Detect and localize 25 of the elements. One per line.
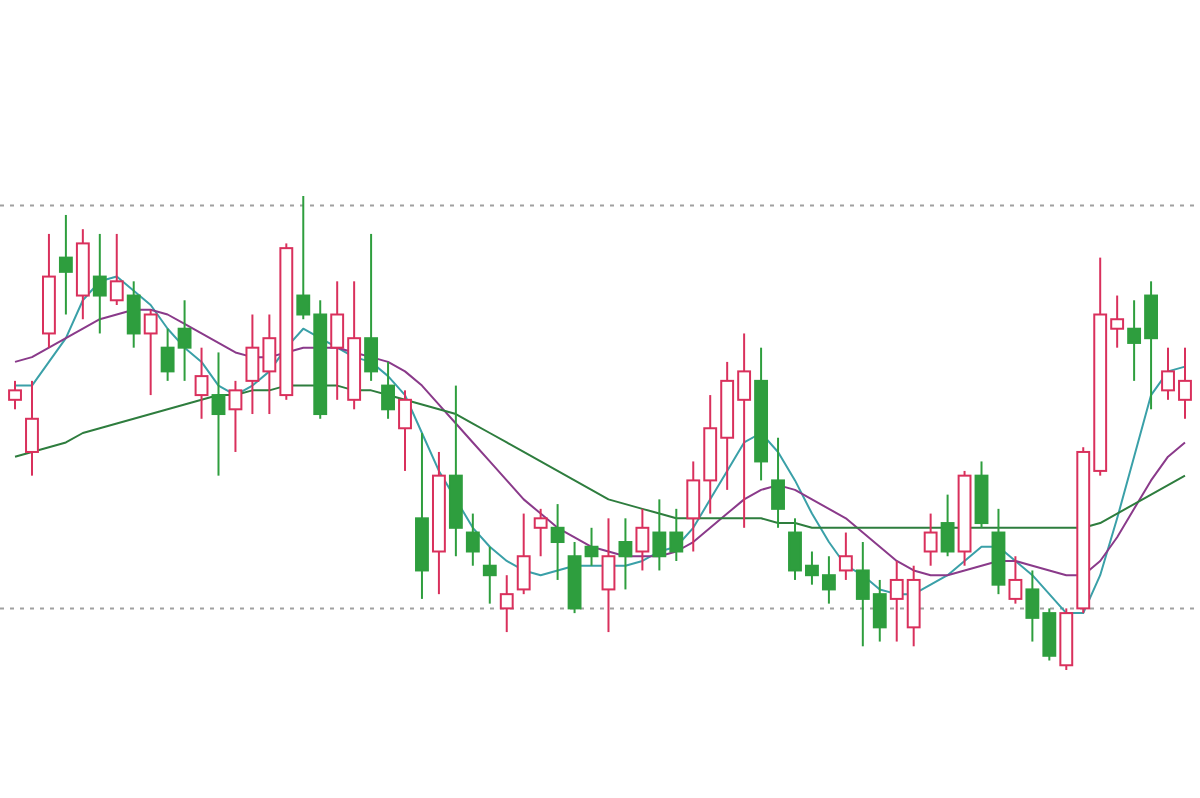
candlestick xyxy=(25,379,39,477)
candlestick xyxy=(923,512,938,567)
candlestick xyxy=(58,213,73,316)
candlestick xyxy=(550,503,565,581)
candlestick xyxy=(482,545,497,605)
candlestick xyxy=(431,450,446,596)
candlestick xyxy=(381,360,395,420)
candlestick xyxy=(618,517,633,591)
candlestick xyxy=(838,531,853,581)
candlestick xyxy=(635,507,650,572)
candlestick xyxy=(42,232,56,349)
candlestick xyxy=(415,432,429,600)
candlestick xyxy=(211,351,226,477)
candlestick xyxy=(448,384,463,558)
candlestick xyxy=(194,346,209,420)
candlestick xyxy=(126,280,141,349)
candlestick xyxy=(771,436,785,529)
candlestick xyxy=(398,389,412,472)
candlestick xyxy=(364,232,379,382)
candlestick xyxy=(601,517,616,634)
candlestick xyxy=(754,346,769,482)
candlestick xyxy=(75,228,90,321)
candlestick xyxy=(499,574,514,634)
candlestick xyxy=(92,232,107,335)
candlestick xyxy=(465,512,480,567)
